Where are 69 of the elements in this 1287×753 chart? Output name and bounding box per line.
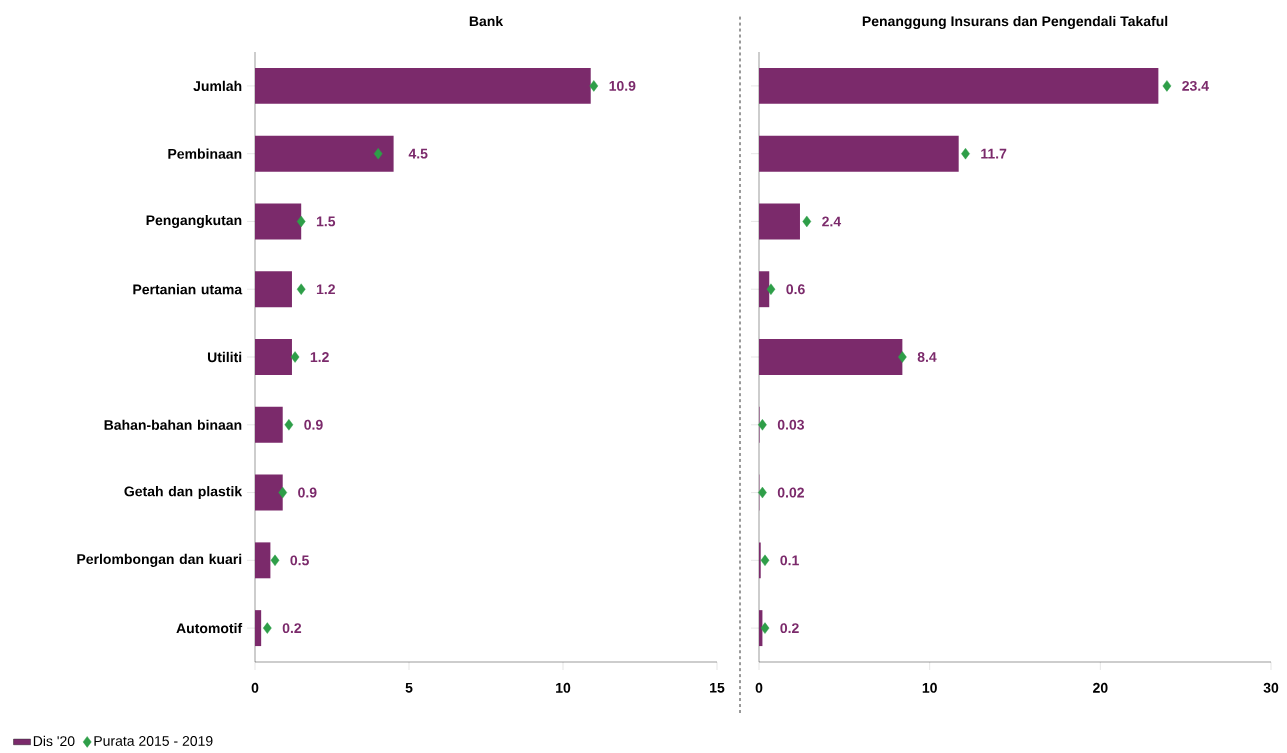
data-label: 0.03	[777, 419, 805, 430]
y-tick-label: Bahan-bahan binaan	[104, 419, 242, 430]
point	[290, 351, 300, 363]
y-tick-label: Automotif	[176, 622, 243, 634]
point	[296, 215, 306, 228]
data-label: 11.7	[981, 148, 1007, 159]
x-tick-label: 0	[755, 682, 763, 693]
data-label: 8.4	[917, 352, 937, 362]
bar	[255, 271, 292, 308]
y-tick-label: Jumlah	[193, 80, 242, 92]
point	[898, 351, 907, 363]
point	[589, 80, 599, 92]
y-tick-label: Utiliti	[207, 351, 242, 363]
point	[296, 283, 306, 295]
bar	[759, 271, 770, 308]
bar	[255, 474, 283, 511]
data-label: 4.5	[408, 148, 428, 159]
data-label: 10.9	[609, 80, 636, 91]
x-tick-label: 10	[556, 682, 571, 693]
y-tick-label: Getah dan plastik	[124, 486, 243, 500]
point	[760, 554, 770, 567]
point	[270, 554, 280, 567]
data-label: 23.4	[1182, 80, 1209, 91]
data-label: 0.1	[780, 555, 799, 566]
data-label: 0.5	[290, 555, 309, 566]
data-label: 0.9	[298, 487, 317, 498]
x-tick-label: 15	[710, 682, 725, 693]
y-tick-label: Pembinaan	[168, 148, 242, 159]
bar	[759, 339, 903, 375]
point	[263, 622, 272, 634]
data-label: 1.2	[310, 352, 329, 362]
data-label: 1.5	[316, 216, 336, 227]
legend-label: Purata 2015 - 2019	[94, 735, 213, 746]
data-label: 0.9	[304, 419, 323, 430]
bar	[759, 203, 800, 240]
chart-title: Bank	[469, 15, 504, 27]
point	[760, 622, 770, 634]
data-label: 1.2	[316, 284, 335, 295]
bar	[255, 406, 283, 443]
data-label: 0.2	[780, 623, 799, 634]
bar	[255, 542, 271, 579]
bar	[759, 135, 959, 172]
data-label: 0.2	[282, 623, 302, 634]
x-tick-label: 5	[405, 682, 413, 693]
data-label: 0.6	[786, 284, 805, 295]
x-tick-label: 20	[1093, 682, 1108, 693]
point	[766, 283, 776, 295]
bar	[255, 610, 262, 647]
chart-title: Penanggung Insurans dan Pengendali Takaful	[862, 15, 1168, 29]
bar	[255, 67, 591, 104]
data-label: 0.02	[777, 487, 804, 498]
point	[373, 147, 383, 160]
bar	[255, 203, 302, 240]
y-tick-label: Pertanian utama	[133, 284, 243, 295]
bar	[255, 339, 292, 375]
x-tick-label: 10	[922, 682, 937, 693]
bar	[759, 67, 1159, 104]
y-tick-label: Perlombongan dan kuari	[77, 553, 242, 567]
point	[1162, 80, 1172, 92]
y-tick-label: Pengangkutan	[146, 214, 242, 229]
bar	[255, 135, 394, 172]
x-tick-label: 30	[1263, 682, 1279, 693]
point	[284, 419, 294, 431]
point	[758, 419, 767, 431]
point	[802, 215, 812, 228]
data-label: 2.4	[822, 216, 842, 227]
legend-label: Dis '20	[33, 735, 75, 747]
point	[278, 486, 288, 499]
x-tick-label: 0	[251, 682, 259, 693]
